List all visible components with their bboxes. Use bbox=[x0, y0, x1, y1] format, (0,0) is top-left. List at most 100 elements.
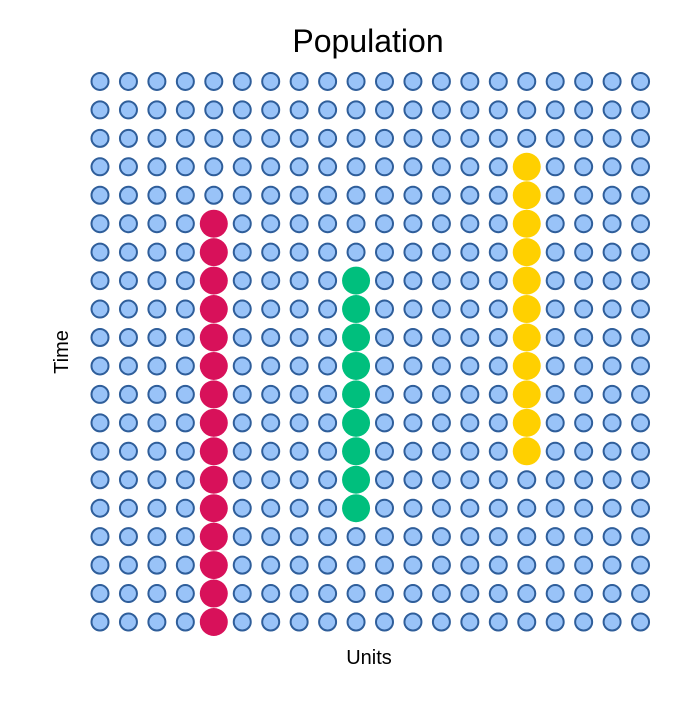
grid-dot bbox=[602, 527, 622, 547]
grid-dot bbox=[403, 356, 423, 376]
grid-dot bbox=[90, 584, 110, 604]
grid-dot bbox=[90, 555, 110, 575]
grid-dot bbox=[261, 328, 281, 347]
grid-dot bbox=[147, 356, 167, 376]
highlight-series bbox=[199, 152, 541, 636]
grid-dot bbox=[574, 128, 594, 148]
grid-dot bbox=[375, 584, 394, 604]
grid-dot bbox=[175, 242, 195, 262]
grid-dot bbox=[431, 498, 451, 518]
highlight-dot-series-1 bbox=[199, 238, 228, 267]
grid-dot bbox=[460, 413, 480, 433]
grid-dot bbox=[517, 100, 537, 120]
grid-dot bbox=[147, 441, 167, 461]
grid-dot bbox=[118, 185, 138, 205]
grid-dot bbox=[602, 299, 622, 319]
grid-dot bbox=[602, 498, 622, 518]
highlight-dot-series-3 bbox=[512, 238, 541, 267]
grid-dot bbox=[318, 555, 338, 575]
highlight-dot-series-1 bbox=[199, 437, 228, 466]
grid-dot bbox=[545, 157, 565, 177]
grid-dot bbox=[488, 185, 508, 205]
grid-dot bbox=[175, 584, 195, 604]
grid-dot bbox=[232, 470, 252, 490]
grid-dot bbox=[460, 356, 480, 376]
grid-dot bbox=[375, 356, 394, 376]
grid-dot bbox=[631, 71, 651, 91]
highlight-dot-series-2 bbox=[342, 437, 371, 466]
grid-dot bbox=[545, 612, 565, 632]
grid-dot bbox=[261, 100, 281, 120]
grid-dot bbox=[602, 71, 622, 91]
grid-dot bbox=[289, 242, 309, 262]
grid-dot bbox=[631, 384, 651, 404]
grid-dot bbox=[346, 71, 366, 91]
grid-dot bbox=[147, 413, 167, 433]
grid-dot bbox=[346, 100, 366, 120]
grid-dot bbox=[289, 612, 309, 632]
grid-dot bbox=[204, 100, 224, 120]
grid-dot bbox=[545, 441, 565, 461]
grid-dot bbox=[318, 100, 338, 120]
grid-dot bbox=[261, 498, 281, 518]
grid-dot bbox=[403, 441, 423, 461]
highlight-dot-series-1 bbox=[199, 522, 228, 551]
grid-dot bbox=[460, 441, 480, 461]
grid-dot bbox=[289, 441, 309, 461]
grid-dot bbox=[289, 328, 309, 347]
grid-dot bbox=[90, 441, 110, 461]
grid-dot bbox=[431, 470, 451, 490]
grid-dot bbox=[375, 328, 394, 347]
highlight-dot-series-2 bbox=[342, 380, 371, 409]
grid-dot bbox=[631, 299, 651, 319]
grid-dot bbox=[118, 612, 138, 632]
grid-dot bbox=[574, 100, 594, 120]
grid-dot bbox=[318, 413, 338, 433]
grid-dot bbox=[346, 612, 366, 632]
grid-dot bbox=[90, 185, 110, 205]
grid-dot bbox=[602, 328, 622, 347]
grid-dot bbox=[289, 356, 309, 376]
grid-dot bbox=[346, 185, 366, 205]
grid-dot bbox=[602, 157, 622, 177]
grid-dot bbox=[431, 100, 451, 120]
highlight-dot-series-1 bbox=[199, 380, 228, 409]
grid-dot bbox=[318, 299, 338, 319]
grid-dot bbox=[175, 100, 195, 120]
grid-dot bbox=[602, 128, 622, 148]
grid-dot bbox=[118, 498, 138, 518]
grid-dot bbox=[631, 584, 651, 604]
grid-dot bbox=[631, 441, 651, 461]
grid-dot bbox=[403, 384, 423, 404]
grid-dot bbox=[403, 612, 423, 632]
grid-dot bbox=[261, 157, 281, 177]
grid-dot bbox=[375, 185, 394, 205]
grid-dot bbox=[403, 555, 423, 575]
grid-dot bbox=[90, 498, 110, 518]
grid-dot bbox=[488, 128, 508, 148]
grid-dot bbox=[403, 157, 423, 177]
grid-dot bbox=[147, 185, 167, 205]
grid-dot bbox=[488, 413, 508, 433]
grid-dot bbox=[90, 328, 110, 347]
grid-dot bbox=[118, 242, 138, 262]
highlight-dot-series-1 bbox=[199, 323, 228, 352]
grid-dot bbox=[403, 498, 423, 518]
grid-dot bbox=[631, 470, 651, 490]
grid-dot bbox=[232, 242, 252, 262]
grid-dot bbox=[403, 71, 423, 91]
grid-dot bbox=[488, 71, 508, 91]
grid-dot bbox=[232, 384, 252, 404]
grid-dot bbox=[460, 242, 480, 262]
grid-dot bbox=[431, 413, 451, 433]
grid-dot bbox=[118, 555, 138, 575]
grid-dot bbox=[289, 271, 309, 291]
grid-dot bbox=[488, 555, 508, 575]
grid-dot bbox=[403, 527, 423, 547]
grid-dot bbox=[175, 527, 195, 547]
grid-dot bbox=[147, 584, 167, 604]
grid-dot bbox=[403, 271, 423, 291]
highlight-dot-series-2 bbox=[342, 351, 371, 380]
grid-dot bbox=[261, 214, 281, 234]
grid-dot bbox=[175, 299, 195, 319]
